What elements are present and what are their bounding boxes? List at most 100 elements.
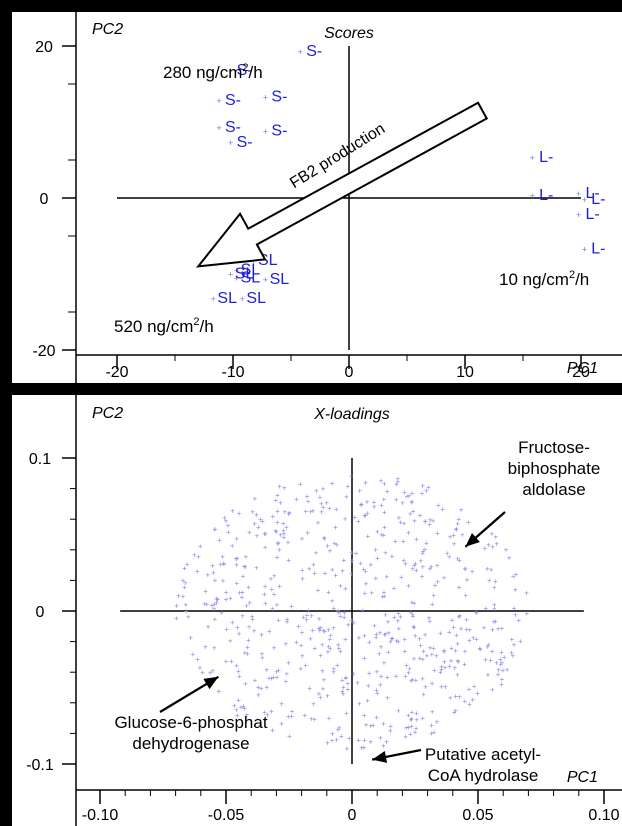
frame-top-bar [0,0,622,12]
loading-point: + [321,627,326,636]
loading-point: + [282,533,287,542]
loading-point: + [319,507,324,516]
loading-point: + [274,528,279,537]
loading-point: + [392,584,397,593]
annotation-520: 520 ng/cm2/h [114,316,214,336]
loading-point: + [222,513,227,522]
loading-point: + [455,520,460,529]
loading-point: + [352,618,357,627]
loading-point: + [247,599,252,608]
loading-point: + [352,513,357,522]
loading-point: + [308,634,313,643]
loading-point: + [410,676,415,685]
loading-point: + [463,565,468,574]
loading-point: + [451,531,456,540]
loading-point: + [457,611,462,620]
loading-point: + [409,677,414,686]
loading-point: + [331,667,336,676]
loading-point: + [258,721,263,730]
loading-point: + [359,500,364,509]
loading-point: + [300,574,305,583]
scores-point-label: L- [585,185,599,202]
loading-point: + [264,683,269,692]
loading-point: + [237,589,242,598]
loading-point: + [433,581,438,590]
loading-point: + [414,535,419,544]
loading-point: + [181,592,186,601]
loading-point: + [414,716,419,725]
loading-point: + [388,722,393,731]
loading-point: + [372,498,377,507]
loading-point: + [281,526,286,535]
loading-point: + [262,590,267,599]
loading-point: + [284,523,289,532]
loading-point: + [306,606,311,615]
loading-point: + [230,506,235,515]
loading-point: + [289,712,294,721]
scores-point-label: L- [585,206,599,223]
loading-point: + [449,656,454,665]
loading-point: + [394,672,399,681]
loading-point: + [467,700,472,709]
loading-point: + [398,518,403,527]
loading-point: + [299,641,304,650]
loading-point: + [498,655,503,664]
loading-point: + [256,691,261,700]
loading-point: + [341,556,346,565]
scores-point-label: S- [237,62,253,79]
loading-point: + [332,664,337,673]
loading-point: + [213,525,218,534]
loading-point: + [382,508,387,517]
loading-point: + [489,565,494,574]
loading-point: + [328,546,333,555]
loading-point: + [386,648,391,657]
loading-point: + [325,542,330,551]
loading-point: + [382,588,387,597]
loading-point: + [330,730,335,739]
loading-point: + [244,553,249,562]
loading-point: + [429,650,434,659]
loading-point: + [406,668,411,677]
loading-point: + [278,498,283,507]
loading-point: + [423,517,428,526]
loading-point: + [186,613,191,622]
loading-point: + [504,545,509,554]
loading-point: + [203,587,208,596]
loading-point: + [259,631,264,640]
loading-point: + [349,616,354,625]
loading-point: + [494,533,499,542]
loading-point: + [328,635,333,644]
loading-point: + [224,625,229,634]
loading-point: + [386,617,391,626]
loading-point: + [399,573,404,582]
loading-point: + [423,630,428,639]
scores-point-marker: + [234,273,239,283]
loading-point: + [454,526,459,535]
loading-point: + [408,510,413,519]
loading-point: + [300,566,305,575]
loading-point: + [411,612,416,621]
loading-point: + [221,576,226,585]
loading-point: + [343,584,348,593]
loading-point: + [379,530,384,539]
loading-point: + [442,646,447,655]
loading-point: + [336,725,341,734]
loading-point: + [318,626,323,635]
loading-point: + [492,605,497,614]
loading-point: + [413,559,418,568]
loading-point: + [269,585,274,594]
scores-point-marker: + [576,210,581,220]
loading-point: + [256,683,261,692]
loading-point: + [351,670,356,679]
loading-point: + [403,732,408,741]
fb2-production-arrow [195,101,489,268]
loading-point: + [454,525,459,534]
loading-point: + [411,507,416,516]
loading-point: + [250,615,255,624]
loading-point: + [342,613,347,622]
loading-point: + [346,685,351,694]
loading-point: + [424,539,429,548]
loading-point: + [294,638,299,647]
loading-point: + [208,668,213,677]
